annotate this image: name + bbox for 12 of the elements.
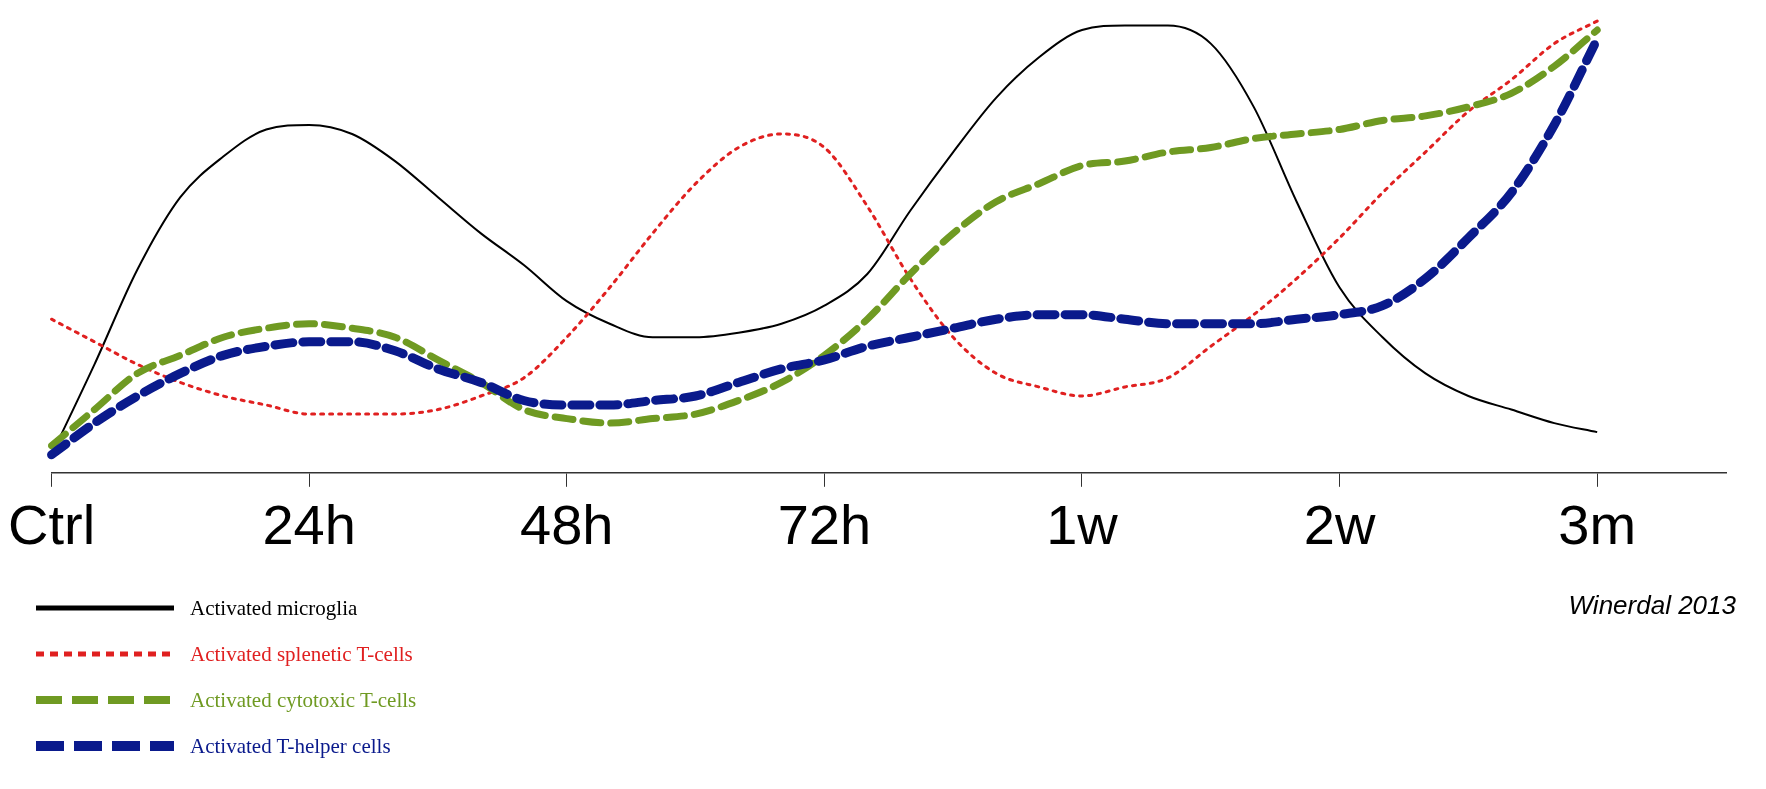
x-tick-label: 1w [1046, 492, 1119, 556]
legend-label: Activated splenetic T-cells [190, 641, 413, 667]
x-tick-label: 72h [777, 492, 872, 556]
x-tick-label: 2w [1303, 492, 1376, 556]
legend-label: Activated T-helper cells [190, 733, 391, 759]
legend-label: Activated cytotoxic T-cells [190, 687, 417, 713]
x-tick-label: 3m [1558, 492, 1637, 556]
x-tick-label: 48h [520, 492, 614, 556]
text: Activated microglia [190, 595, 358, 621]
x-tick-label: Ctrl [8, 492, 96, 556]
x-tick-label: 24h [262, 492, 356, 556]
text: Winerdal 2013 [1568, 590, 1736, 621]
